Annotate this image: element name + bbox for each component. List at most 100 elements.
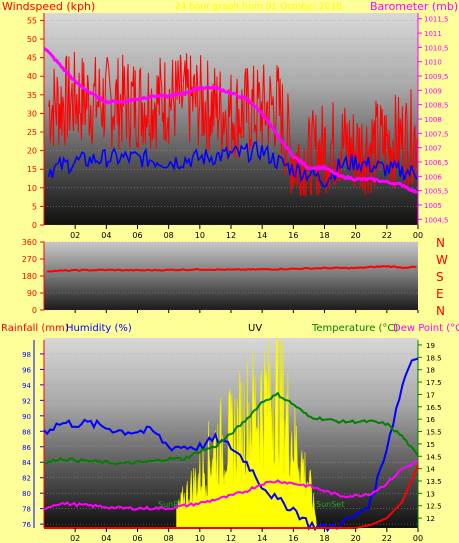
direction-letter-n-bottom: N [436, 304, 445, 318]
climate-x-tick-label: 04 [101, 534, 111, 543]
direction-y-tick-label: 270 [22, 255, 37, 264]
temperature-y-tick-label: 19 [426, 342, 435, 350]
temperature-y-tick-label: 13.5 [426, 478, 442, 486]
humidity-y-tick-label: 98 [22, 351, 31, 359]
uv-axis-title: UV [248, 323, 262, 334]
wind-x-tick-label: 00 [413, 231, 423, 240]
wind-x-tick-label: 08 [164, 231, 174, 240]
barometer-y-tick-label: 1006 [424, 173, 442, 181]
chart-marks: 0 5 10 15 20 25 30 35 40 45 50 55 1004,5 1005 1005,5 10… [22, 13, 449, 543]
wind-y-tick-label: 20 [27, 147, 37, 156]
barometer-y-tick-label: 1005 [424, 202, 442, 210]
barometer-y-tick-label: 1011 [424, 30, 442, 38]
wind-x-tick-label: 02 [70, 231, 80, 240]
wind-y-tick-label: 40 [27, 72, 37, 81]
barometer-y-tick-label: 1008 [424, 116, 442, 124]
wind-y-tick-label: 30 [27, 109, 37, 118]
temperature-y-tick-label: 17.5 [426, 379, 442, 387]
direction-letter-w: W [436, 253, 448, 267]
humidity-y-tick-label: 88 [22, 428, 31, 436]
climate-x-tick-label: 20 [351, 534, 361, 543]
climate-x-tick-label: 02 [70, 534, 80, 543]
wind-x-tick-label: 14 [257, 231, 267, 240]
wind-x-tick-label: 16 [288, 231, 298, 240]
dewpoint-series-line [43, 460, 419, 511]
wind-x-tick-label: 22 [382, 231, 392, 240]
wind-y-tick-label: 35 [27, 91, 37, 100]
humidity-y-tick-label: 82 [22, 475, 31, 483]
humidity-y-tick-label: 76 [22, 521, 31, 529]
barometer-y-tick-label: 1010 [424, 59, 442, 67]
temperature-y-tick-label: 14 [426, 466, 435, 474]
climate-x-tick-label: 22 [382, 534, 392, 543]
wind-y-tick-label: 25 [27, 128, 37, 137]
sunset-label: SunSet [316, 500, 344, 509]
barometer-y-tick-label: 1007,5 [424, 130, 449, 138]
windspeed-series-line [47, 141, 418, 188]
windspeed-axis-title: Windspeed (kph) [2, 0, 95, 13]
temperature-y-tick-label: 13 [426, 490, 435, 498]
rainfall-axis-title: Rainfall (mm) [1, 323, 69, 334]
wind-y-tick-label: 15 [27, 165, 37, 174]
humidity-series-line [43, 357, 419, 533]
temperature-y-tick-label: 15 [426, 441, 435, 449]
temperature-series-line [43, 391, 419, 466]
climate-x-tick-label: 16 [288, 534, 298, 543]
direction-y-tick-label: 180 [22, 272, 37, 281]
climate-x-tick-label: 12 [226, 534, 236, 543]
wind-x-tick-label: 20 [351, 231, 361, 240]
temperature-y-tick-label: 16 [426, 416, 435, 424]
barometer-y-tick-label: 1005,5 [424, 188, 449, 196]
temperature-y-tick-label: 14.5 [426, 453, 442, 461]
dewpoint-axis-title: Dew Point (°C) [393, 323, 459, 334]
temperature-y-tick-label: 18.5 [426, 354, 442, 362]
direction-letter-e: E [436, 287, 444, 301]
humidity-y-tick-label: 86 [22, 444, 31, 452]
climate-x-tick-label: 00 [413, 534, 423, 543]
wind-y-tick-label: 50 [27, 35, 37, 44]
wind-x-tick-label: 04 [101, 231, 111, 240]
uv-series-area [176, 339, 317, 529]
temperature-y-tick-label: 15.5 [426, 429, 442, 437]
humidity-y-tick-label: 80 [22, 490, 31, 498]
barometer-y-tick-label: 1010,5 [424, 44, 449, 52]
climate-x-tick-label: 18 [319, 534, 329, 543]
humidity-y-tick-label: 84 [22, 459, 31, 467]
humidity-y-tick-label: 94 [22, 382, 31, 390]
graph-title: 24 hour graph from 01 October 2018 [175, 2, 342, 12]
direction-series-line [47, 265, 417, 273]
wind-x-tick-label: 18 [319, 231, 329, 240]
direction-letter-s: S [436, 270, 444, 284]
humidity-y-tick-label: 96 [22, 366, 31, 374]
direction-y-tick-label: 360 [22, 238, 37, 247]
direction-letter-n-top: N [436, 236, 445, 250]
wind-y-tick-label: 5 [32, 202, 37, 211]
barometer-y-tick-label: 1006,5 [424, 159, 449, 167]
wind-y-tick-label: 0 [32, 221, 37, 230]
barometer-axis-title: Barometer (mb) [370, 0, 458, 13]
temperature-y-tick-label: 18 [426, 367, 435, 375]
temperature-y-tick-label: 12 [426, 515, 435, 523]
barometer-y-tick-label: 1008,5 [424, 102, 449, 110]
sunrise-label: SunRise [158, 500, 190, 509]
temperature-y-tick-label: 12.5 [426, 503, 442, 511]
wind-y-tick-label: 45 [27, 54, 37, 63]
climate-x-tick-label: 08 [164, 534, 174, 543]
humidity-y-tick-label: 90 [22, 413, 31, 421]
humidity-axis-title: Humidity (%) [66, 323, 132, 334]
barometer-y-tick-label: 1009,5 [424, 73, 449, 81]
wind-x-tick-label: 12 [226, 231, 236, 240]
temperature-y-tick-label: 17 [426, 391, 435, 399]
wind-x-tick-label: 06 [132, 231, 142, 240]
direction-y-tick-label: 90 [27, 289, 37, 298]
wind-y-tick-label: 55 [27, 16, 37, 25]
climate-x-tick-label: 06 [132, 534, 142, 543]
temperature-axis-title: Temperature (°C) [311, 323, 398, 334]
humidity-y-tick-label: 92 [22, 397, 31, 405]
barometer-y-tick-label: 1011,5 [424, 16, 449, 24]
wind-x-tick-label: 10 [195, 231, 205, 240]
temperature-y-tick-label: 16.5 [426, 404, 442, 412]
climate-x-tick-label: 14 [257, 534, 267, 543]
